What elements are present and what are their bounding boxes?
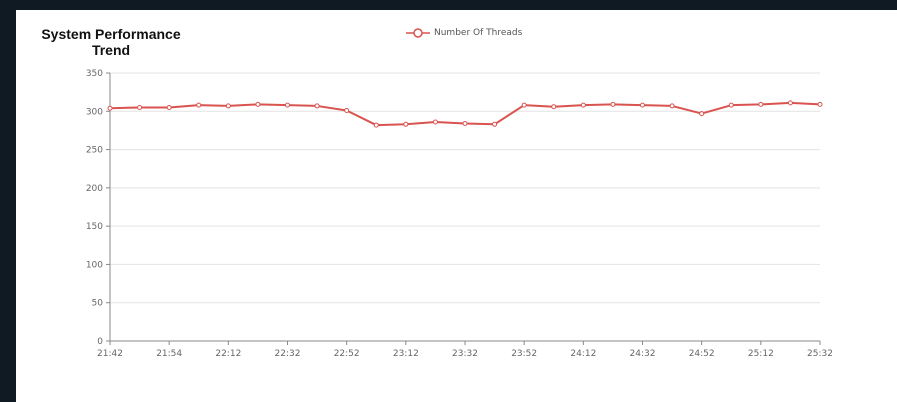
chart-panel: System Performance Trend Number Of Threa… bbox=[16, 10, 897, 402]
legend[interactable]: Number Of Threads bbox=[406, 27, 522, 39]
x-tick-label: 22:12 bbox=[215, 349, 241, 359]
y-tick-label: 50 bbox=[92, 299, 104, 309]
data-point bbox=[610, 101, 616, 107]
data-point bbox=[817, 101, 823, 107]
x-tick-label: 24:52 bbox=[689, 349, 715, 359]
line-chart: 0 50 100 150 200 250 300 350 21:42 21:54 22:12 22:3… bbox=[86, 69, 833, 359]
legend-label: Number Of Threads bbox=[434, 28, 523, 38]
data-point bbox=[728, 102, 734, 108]
x-tick-label: 25:32 bbox=[807, 349, 833, 359]
x-tick-label: 23:12 bbox=[393, 349, 419, 359]
x-tick-label: 22:32 bbox=[275, 349, 301, 359]
legend-line-marker-icon bbox=[406, 28, 430, 38]
y-tick-label: 100 bbox=[86, 260, 103, 270]
data-point bbox=[285, 102, 290, 108]
x-tick-label: 21:54 bbox=[156, 349, 182, 359]
data-point bbox=[758, 101, 764, 107]
data-point bbox=[551, 104, 557, 110]
x-tick-label: 23:52 bbox=[511, 349, 537, 359]
data-point bbox=[492, 121, 498, 127]
data-point bbox=[107, 105, 113, 111]
data-point bbox=[166, 104, 172, 110]
data-point bbox=[373, 122, 379, 128]
data-point bbox=[344, 108, 350, 114]
x-tick-label: 24:32 bbox=[630, 349, 656, 359]
data-point bbox=[521, 102, 527, 108]
data-point bbox=[137, 104, 143, 110]
data-point bbox=[787, 100, 793, 106]
y-tick-label: 150 bbox=[86, 222, 103, 232]
y-tick-label: 200 bbox=[86, 184, 103, 194]
data-point bbox=[225, 103, 231, 109]
data-point bbox=[669, 103, 675, 109]
data-point bbox=[196, 102, 202, 108]
data-point bbox=[432, 119, 438, 125]
data-point bbox=[699, 111, 705, 117]
chart-title: System Performance Trend bbox=[41, 26, 181, 58]
data-point bbox=[255, 101, 261, 107]
data-point bbox=[640, 102, 645, 108]
y-tick-label: 0 bbox=[97, 337, 103, 347]
data-point bbox=[403, 121, 409, 127]
x-tick-label: 23:32 bbox=[452, 349, 478, 359]
y-tick-label: 300 bbox=[86, 107, 103, 117]
data-point bbox=[580, 102, 586, 108]
data-point bbox=[314, 103, 320, 109]
x-tick-label: 24:12 bbox=[570, 349, 596, 359]
x-tick-label: 21:42 bbox=[97, 349, 123, 359]
y-tick-label: 350 bbox=[86, 69, 103, 79]
x-tick-label: 25:12 bbox=[748, 349, 774, 359]
y-tick-label: 250 bbox=[86, 146, 103, 156]
x-tick-label: 22:52 bbox=[334, 349, 360, 359]
data-point bbox=[462, 121, 468, 127]
